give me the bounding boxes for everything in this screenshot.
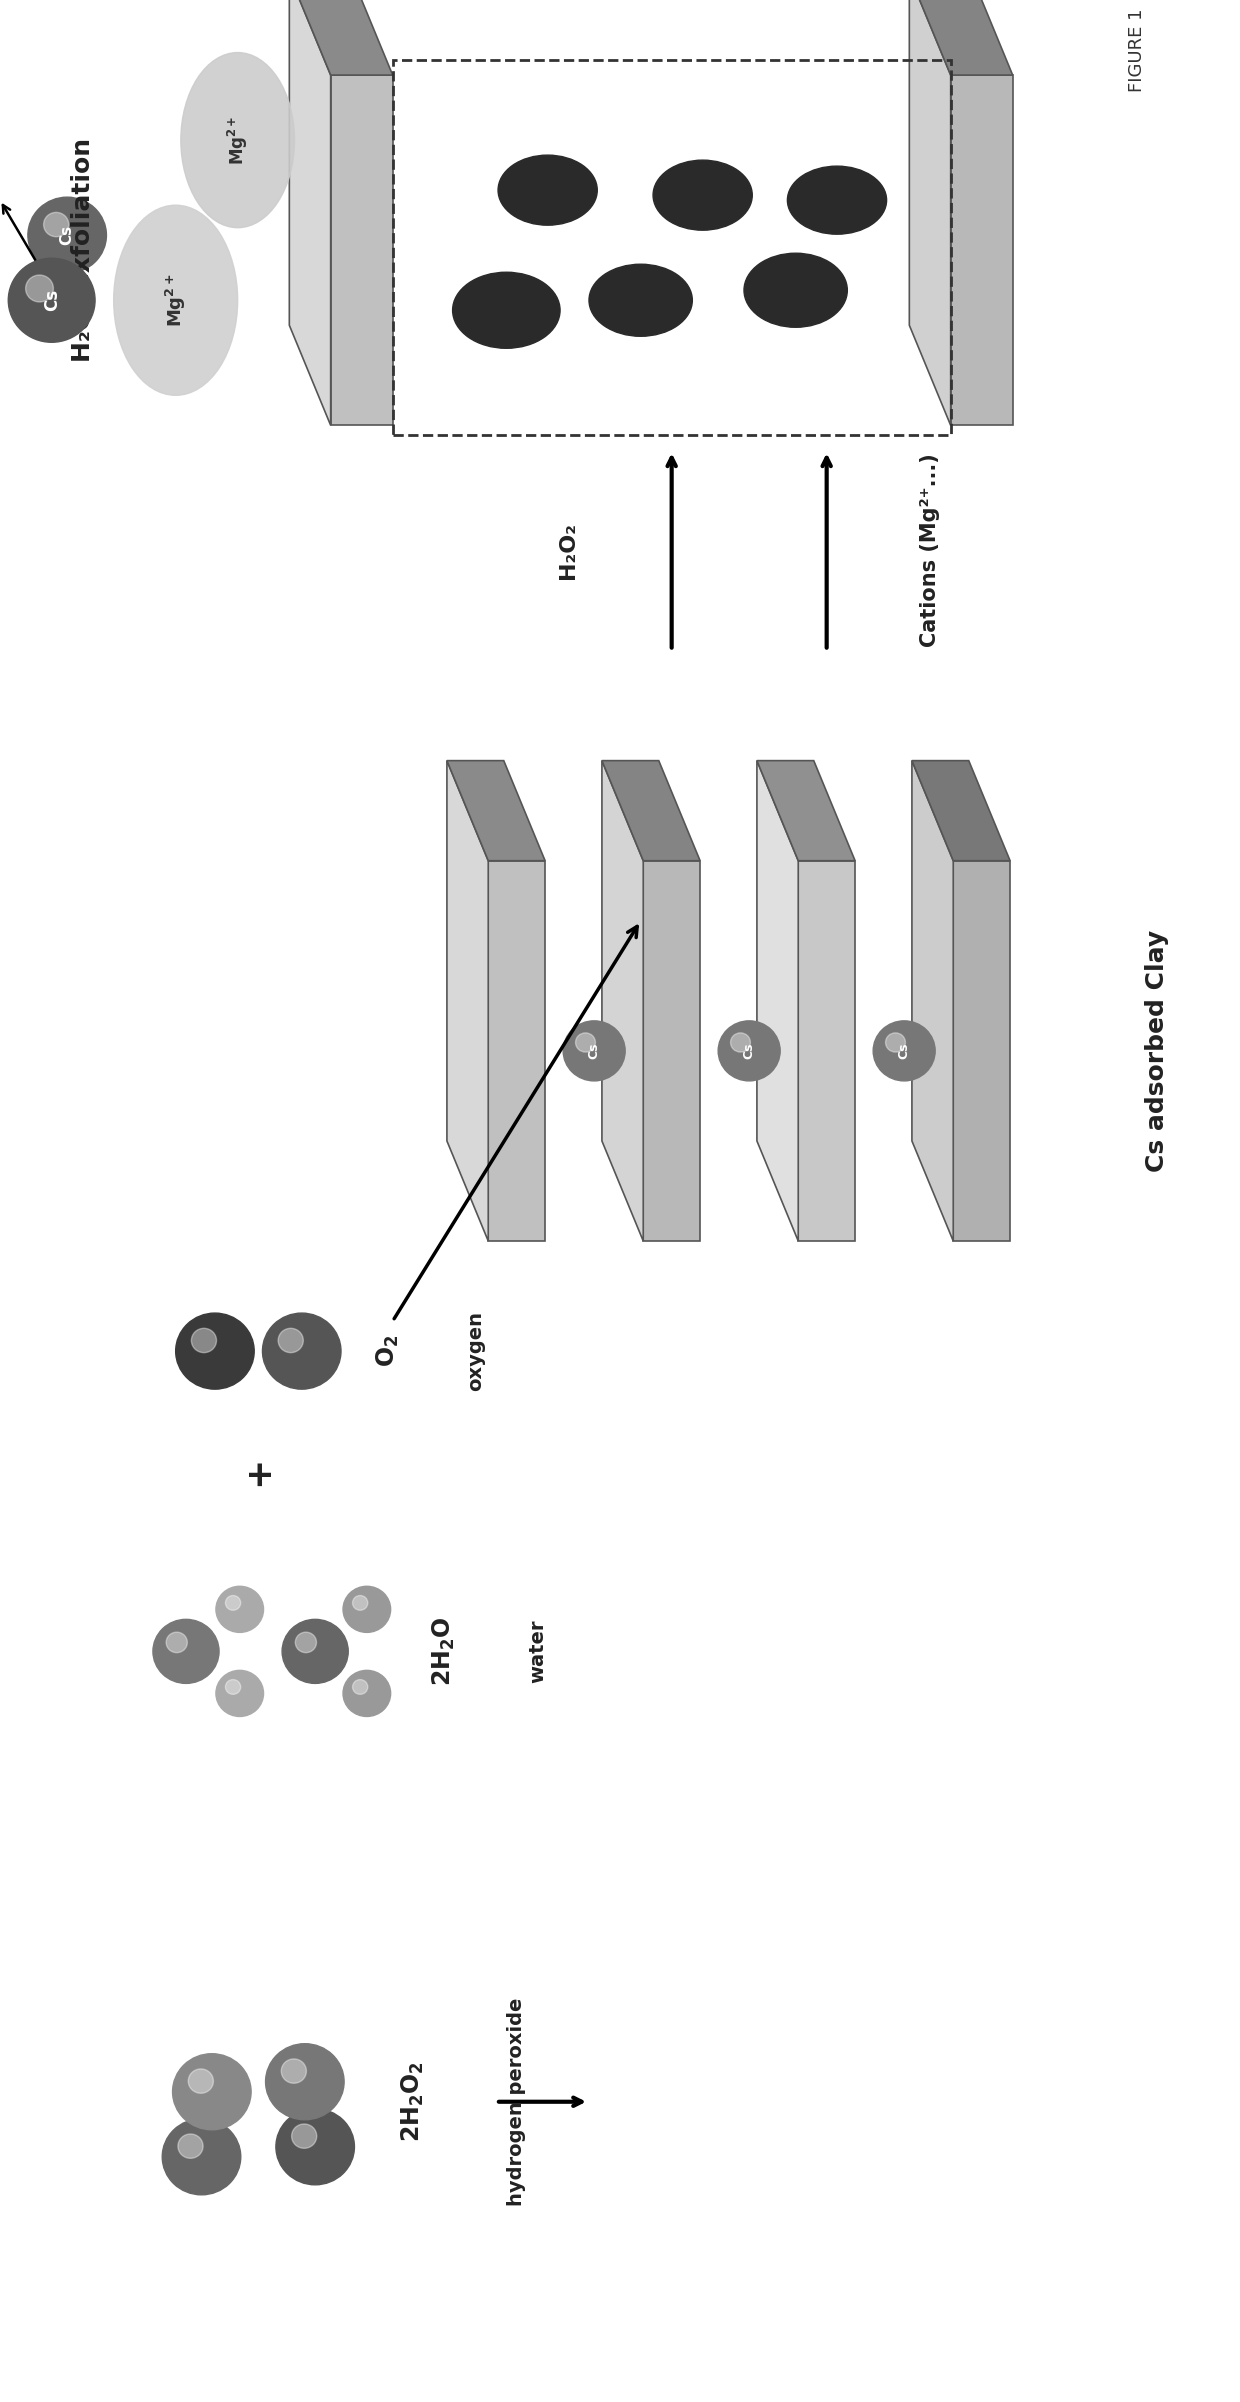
- Polygon shape: [911, 761, 1011, 860]
- Polygon shape: [644, 860, 701, 1242]
- Circle shape: [730, 1033, 750, 1052]
- Text: Cs: Cs: [42, 288, 61, 312]
- Text: Cs: Cs: [898, 1042, 910, 1059]
- Circle shape: [291, 2123, 316, 2147]
- Circle shape: [43, 211, 68, 238]
- Circle shape: [281, 2059, 306, 2083]
- Circle shape: [873, 1021, 935, 1081]
- Polygon shape: [756, 761, 799, 1242]
- Circle shape: [343, 1669, 391, 1717]
- Text: water: water: [528, 1619, 547, 1684]
- Ellipse shape: [589, 264, 692, 336]
- Circle shape: [9, 259, 95, 341]
- Circle shape: [29, 197, 107, 274]
- Circle shape: [718, 1021, 780, 1081]
- Polygon shape: [601, 761, 701, 860]
- Circle shape: [216, 1669, 264, 1717]
- Ellipse shape: [114, 204, 238, 396]
- Circle shape: [885, 1033, 905, 1052]
- Polygon shape: [331, 74, 393, 425]
- Circle shape: [563, 1021, 625, 1081]
- Text: FIGURE 1: FIGURE 1: [1127, 7, 1146, 91]
- Circle shape: [283, 1619, 348, 1684]
- Circle shape: [166, 1633, 187, 1653]
- Ellipse shape: [453, 271, 560, 348]
- Polygon shape: [289, 0, 393, 74]
- Text: oxygen: oxygen: [466, 1311, 485, 1391]
- Text: +: +: [242, 1456, 275, 1487]
- Polygon shape: [909, 0, 951, 425]
- Circle shape: [226, 1679, 241, 1693]
- Polygon shape: [289, 0, 331, 425]
- Polygon shape: [951, 74, 1013, 425]
- Polygon shape: [489, 860, 546, 1242]
- Polygon shape: [601, 761, 644, 1242]
- Text: hydrogen peroxide: hydrogen peroxide: [507, 1998, 526, 2205]
- Polygon shape: [446, 761, 489, 1242]
- Polygon shape: [909, 0, 1013, 74]
- Text: $\mathbf{2H_2O}$: $\mathbf{2H_2O}$: [432, 1617, 458, 1686]
- Circle shape: [153, 1619, 219, 1684]
- Polygon shape: [911, 761, 954, 1242]
- Circle shape: [162, 2119, 241, 2195]
- Ellipse shape: [498, 156, 598, 226]
- Ellipse shape: [744, 252, 847, 327]
- Circle shape: [188, 2068, 213, 2092]
- Circle shape: [352, 1679, 368, 1693]
- Ellipse shape: [181, 53, 295, 228]
- Circle shape: [277, 2109, 355, 2186]
- Text: $\mathbf{Mg^{2+}}$: $\mathbf{Mg^{2+}}$: [164, 274, 187, 327]
- Circle shape: [278, 1328, 304, 1352]
- Text: Cations (Mg²⁺...): Cations (Mg²⁺...): [920, 454, 940, 646]
- Text: Cs adsorbed Clay: Cs adsorbed Clay: [1146, 930, 1169, 1172]
- Circle shape: [265, 2044, 343, 2119]
- Text: H₂O₂: H₂O₂: [558, 521, 578, 579]
- Circle shape: [343, 1585, 391, 1633]
- Ellipse shape: [653, 161, 753, 231]
- Text: $\mathbf{O_2}$: $\mathbf{O_2}$: [374, 1336, 401, 1367]
- Circle shape: [295, 1633, 316, 1653]
- Circle shape: [26, 274, 53, 303]
- Bar: [393, 60, 951, 435]
- Text: Cs: Cs: [588, 1042, 600, 1059]
- Ellipse shape: [787, 166, 887, 235]
- Circle shape: [191, 1328, 217, 1352]
- Text: Cs: Cs: [743, 1042, 755, 1059]
- Circle shape: [172, 2054, 252, 2131]
- Circle shape: [176, 1314, 254, 1388]
- Circle shape: [216, 1585, 264, 1633]
- Circle shape: [177, 2133, 203, 2159]
- Text: $\mathbf{Mg^{2+}}$: $\mathbf{Mg^{2+}}$: [226, 115, 249, 166]
- Text: Cs: Cs: [60, 226, 74, 245]
- Polygon shape: [446, 761, 546, 860]
- Circle shape: [575, 1033, 595, 1052]
- Polygon shape: [954, 860, 1011, 1242]
- Polygon shape: [799, 860, 856, 1242]
- Circle shape: [352, 1595, 368, 1609]
- Text: $\mathbf{2H_2O_2}$: $\mathbf{2H_2O_2}$: [401, 2061, 427, 2143]
- Circle shape: [226, 1595, 241, 1609]
- Polygon shape: [756, 761, 856, 860]
- Circle shape: [263, 1314, 341, 1388]
- Text: H₂O₂ exfoliation: H₂O₂ exfoliation: [71, 139, 94, 363]
